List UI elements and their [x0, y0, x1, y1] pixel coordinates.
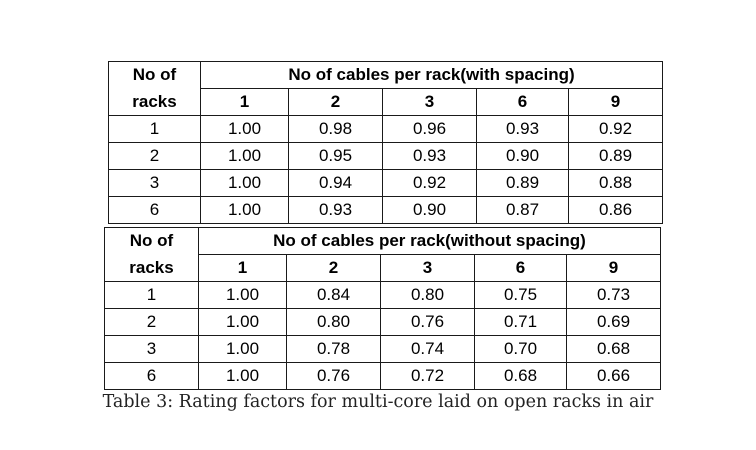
racks-header: No of: [108, 61, 201, 89]
factor-cell: 0.94: [288, 169, 383, 197]
factor-cell: 0.71: [474, 308, 567, 336]
factor-cell: 0.98: [288, 115, 383, 143]
cables-per-rack-header: No of cables per rack(with spacing): [199, 61, 664, 89]
factor-cell: 0.66: [566, 362, 661, 390]
column-header: 2: [286, 254, 381, 282]
racks-cell: 3: [108, 169, 201, 197]
table-row: 6 1.00 0.93 0.90 0.87 0.86: [108, 196, 664, 224]
factor-cell: 0.73: [566, 281, 661, 309]
factor-cell: 0.69: [566, 308, 661, 336]
factor-cell: 0.68: [566, 335, 661, 363]
factor-cell: 0.80: [380, 281, 475, 309]
factor-cell: 0.88: [567, 169, 664, 197]
factor-cell: 1.00: [200, 196, 289, 224]
racks-cell: 3: [104, 335, 199, 363]
factor-cell: 1.00: [200, 115, 289, 143]
column-header: 3: [382, 88, 477, 116]
column-header: 1: [200, 88, 289, 116]
rating-table-without-spacing: No of No of cables per rack(without spac…: [104, 227, 661, 390]
factor-cell: 1.00: [200, 142, 289, 170]
column-header: 1: [198, 254, 287, 282]
racks-cell: 6: [104, 362, 199, 390]
racks-header-continued: racks: [104, 254, 199, 282]
factor-cell: 0.96: [382, 115, 477, 143]
racks-header: No of: [104, 227, 199, 255]
table-row: 3 1.00 0.78 0.74 0.70 0.68: [104, 335, 661, 363]
racks-cell: 1: [108, 115, 201, 143]
factor-cell: 0.89: [567, 142, 664, 170]
factor-cell: 0.89: [476, 169, 569, 197]
factor-cell: 0.76: [380, 308, 475, 336]
racks-cell: 2: [104, 308, 199, 336]
factor-cell: 0.86: [567, 196, 664, 224]
table-row: 3 1.00 0.94 0.92 0.89 0.88: [108, 169, 664, 197]
cables-per-rack-header: No of cables per rack(without spacing): [198, 227, 661, 255]
factor-cell: 0.76: [286, 362, 381, 390]
factor-cell: 1.00: [198, 308, 287, 336]
factor-cell: 0.70: [474, 335, 567, 363]
rating-table-with-spacing: No of No of cables per rack(with spacing…: [108, 61, 664, 224]
factor-cell: 0.93: [382, 142, 477, 170]
factor-cell: 1.00: [198, 281, 287, 309]
racks-header-continued: racks: [108, 88, 201, 116]
factor-cell: 0.84: [286, 281, 381, 309]
factor-cell: 0.90: [476, 142, 569, 170]
table-row: 2 1.00 0.80 0.76 0.71 0.69: [104, 308, 661, 336]
factor-cell: 0.74: [380, 335, 475, 363]
factor-cell: 0.92: [567, 115, 664, 143]
column-header: 3: [380, 254, 475, 282]
racks-cell: 2: [108, 142, 201, 170]
factor-cell: 0.92: [382, 169, 477, 197]
column-header: 6: [474, 254, 567, 282]
factor-cell: 0.90: [382, 196, 477, 224]
factor-cell: 0.93: [288, 196, 383, 224]
factor-cell: 0.95: [288, 142, 383, 170]
factor-cell: 0.93: [476, 115, 569, 143]
column-header: 9: [566, 254, 661, 282]
factor-cell: 1.00: [198, 362, 287, 390]
factor-cell: 0.87: [476, 196, 569, 224]
table-caption: Table 3: Rating factors for multi-core l…: [102, 392, 654, 412]
table-row: 1 1.00 0.98 0.96 0.93 0.92: [108, 115, 664, 143]
table-row: 1 1.00 0.84 0.80 0.75 0.73: [104, 281, 661, 309]
factor-cell: 0.72: [380, 362, 475, 390]
factor-cell: 0.75: [474, 281, 567, 309]
table-row: 2 1.00 0.95 0.93 0.90 0.89: [108, 142, 664, 170]
factor-cell: 0.78: [286, 335, 381, 363]
table-row: 6 1.00 0.76 0.72 0.68 0.66: [104, 362, 661, 390]
factor-cell: 1.00: [200, 169, 289, 197]
column-header: 9: [567, 88, 664, 116]
column-header: 2: [288, 88, 383, 116]
racks-cell: 6: [108, 196, 201, 224]
column-header: 6: [476, 88, 569, 116]
factor-cell: 1.00: [198, 335, 287, 363]
factor-cell: 0.80: [286, 308, 381, 336]
racks-cell: 1: [104, 281, 199, 309]
factor-cell: 0.68: [474, 362, 567, 390]
